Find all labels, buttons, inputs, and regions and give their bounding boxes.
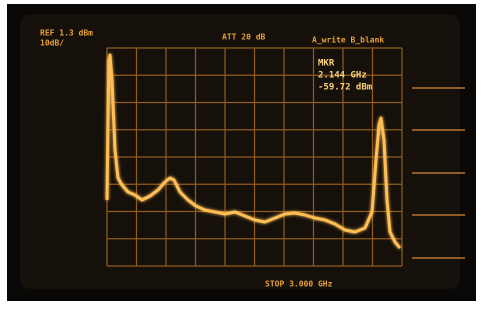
marker-level: -59.72 dBm [318, 83, 373, 93]
display-glow [20, 14, 460, 289]
ref-level: REF 1.3 dBm [40, 29, 93, 38]
scale: 10dB/ [40, 39, 64, 48]
marker-label: MKR [318, 59, 335, 69]
attenuation: ATT 20 dB [222, 33, 266, 42]
marker-frequency: 2.144 GHz [318, 71, 367, 81]
screenshot: REF 1.3 dBm 10dB/ ATT 20 dB A_write B_bl… [0, 0, 481, 309]
stop-frequency: STOP 3.000 GHz [265, 280, 333, 289]
trace-mode: A_write B_blank [312, 35, 384, 45]
